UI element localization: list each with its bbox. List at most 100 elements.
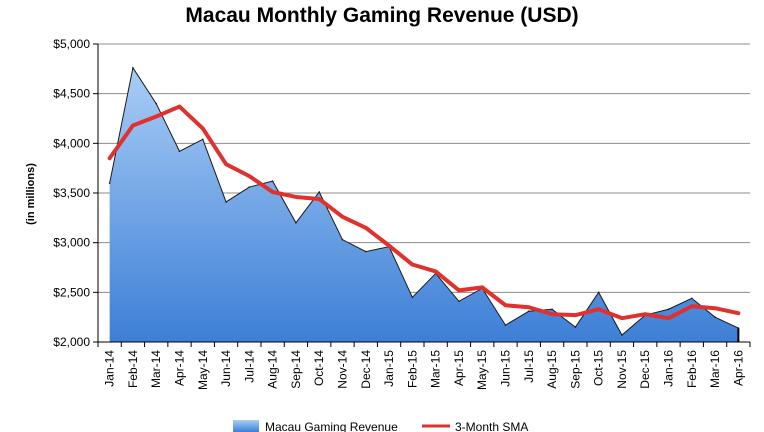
x-tick-label: Feb-14	[126, 350, 140, 388]
legend: Macau Gaming Revenue 3-Month SMA	[233, 420, 528, 432]
x-tick-label: Oct-14	[312, 350, 326, 386]
series-area-outline	[109, 66, 739, 336]
sma-point	[527, 305, 531, 309]
area-point	[458, 300, 460, 303]
x-tick-label: May-15	[475, 350, 489, 390]
area-point	[108, 182, 111, 184]
y-tick-label: $4,000	[53, 136, 90, 150]
sma-point	[131, 123, 135, 127]
chart-title: Macau Monthly Gaming Revenue (USD)	[185, 4, 578, 27]
x-tick-label: Mar-14	[149, 350, 163, 388]
y-axis-label: (in millions)	[25, 163, 37, 225]
area-point	[225, 201, 227, 203]
x-tick-label: Apr-16	[731, 350, 745, 386]
x-tick-label: Jan-16	[662, 350, 676, 387]
area-point	[178, 150, 181, 153]
y-axis: $2,000 $2,500 $3,000 $3,500 $4,000 $4,500 $5,0…	[53, 37, 98, 349]
x-tick-label: Jun-15	[499, 350, 513, 387]
area-point	[295, 222, 297, 224]
x-axis: Jan-14 Feb-14 Mar-14 Apr-14 May-14 Jun-14 Jul-…	[97, 342, 751, 390]
x-tick-label: Feb-15	[405, 350, 419, 388]
sma-point	[434, 269, 438, 273]
x-tick-label: Nov-14	[336, 350, 350, 389]
y-tick-label: $2,500	[53, 285, 90, 299]
x-tick-label: Jul-15	[522, 350, 536, 383]
area-point	[667, 308, 670, 311]
x-tick-label: May-14	[196, 350, 210, 390]
sma-point	[224, 162, 228, 166]
x-tick-label: Feb-16	[685, 350, 699, 388]
series-line-group	[107, 104, 741, 321]
sma-point	[178, 105, 181, 109]
sma-point	[108, 156, 112, 160]
area-point	[248, 186, 251, 188]
sma-point	[457, 288, 461, 292]
sma-point	[550, 312, 554, 316]
sma-point	[480, 285, 484, 289]
sma-point	[504, 303, 507, 307]
area-point	[271, 180, 274, 182]
y-tick-label: $3,500	[53, 186, 90, 200]
area-point	[155, 102, 158, 105]
area-point	[341, 238, 344, 241]
area-point	[364, 250, 367, 253]
x-tick-label: Oct-15	[592, 350, 606, 386]
x-tick-label: Aug-15	[545, 350, 559, 389]
sma-point	[736, 311, 740, 315]
sma-point	[154, 115, 158, 119]
y-tick-label: $5,000	[53, 37, 90, 51]
area-point	[690, 297, 693, 300]
y-tick-label: $2,000	[53, 335, 90, 349]
area-point	[737, 327, 740, 329]
legend-label-line: 3-Month SMA	[455, 420, 528, 432]
sma-point	[294, 195, 298, 199]
sma-point	[410, 263, 414, 267]
sma-point	[713, 306, 717, 310]
sma-point	[690, 304, 694, 308]
x-tick-label: Sep-15	[568, 350, 582, 389]
sma-point	[620, 316, 624, 320]
x-tick-label: Apr-15	[452, 350, 466, 386]
x-tick-label: Mar-16	[708, 350, 722, 388]
sma-point	[317, 197, 321, 201]
x-tick-label: Jan-14	[103, 350, 117, 387]
y-tick-label: $3,000	[53, 236, 90, 250]
sma-point	[341, 215, 344, 219]
legend-swatch-area	[233, 420, 259, 432]
sma-point	[247, 174, 251, 178]
area-point	[527, 310, 530, 313]
x-tick-label: Aug-14	[266, 350, 280, 389]
area-point	[551, 308, 553, 311]
area-point	[318, 191, 321, 193]
series-line-path	[107, 104, 741, 321]
x-tick-label: Nov-15	[615, 350, 629, 389]
sma-point	[667, 316, 670, 320]
sma-point	[201, 126, 205, 130]
x-tick-label: Jan-15	[382, 350, 396, 387]
sma-point	[364, 226, 368, 230]
area-point	[574, 326, 577, 328]
x-tick-label: Jul-14	[242, 350, 256, 383]
y-tick-label: $4,500	[53, 87, 90, 101]
area-point	[411, 296, 414, 299]
x-tick-label: Mar-15	[429, 350, 443, 388]
x-tick-label: Dec-14	[359, 350, 373, 389]
legend-label-area: Macau Gaming Revenue	[265, 420, 398, 432]
series-area-fill	[109, 67, 739, 342]
x-tick-label: Dec-15	[638, 350, 652, 389]
area-point	[201, 138, 204, 141]
area-point	[132, 67, 134, 69]
area-point	[714, 316, 716, 318]
area-point	[504, 324, 507, 326]
sma-point	[387, 244, 391, 248]
x-tick-label: Apr-14	[173, 350, 187, 386]
sma-point	[573, 313, 577, 317]
sma-point	[271, 190, 275, 194]
x-tick-label: Sep-14	[289, 350, 303, 389]
series-area-group	[108, 66, 740, 342]
area-point	[597, 291, 600, 294]
sma-point	[643, 312, 647, 316]
x-tick-label: Jun-14	[219, 350, 233, 387]
sma-point	[597, 307, 601, 311]
